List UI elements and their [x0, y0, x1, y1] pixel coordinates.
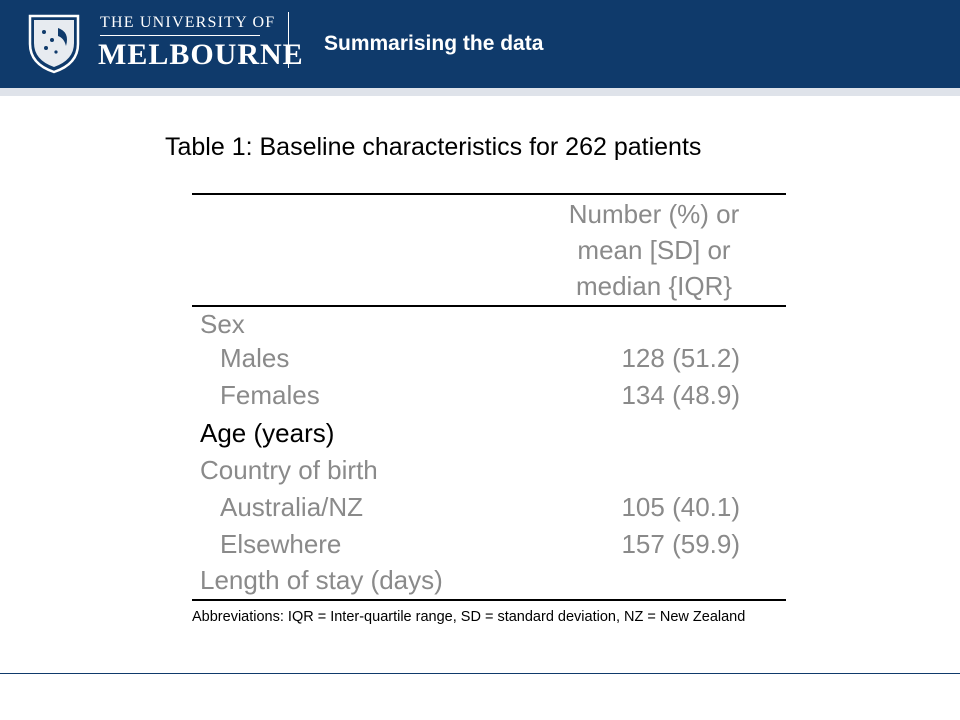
table-row: Age (years): [200, 418, 760, 455]
column-header-line: mean [SD] or: [577, 235, 731, 265]
header-separator: [288, 12, 289, 68]
header-banner: THE UNIVERSITY OF MELBOURNE Summarising …: [0, 0, 960, 88]
row-label: Length of stay (days): [200, 565, 443, 595]
row-value: 134 (48.9): [621, 380, 740, 410]
row-label: Country of birth: [200, 455, 378, 485]
table-bottom-rule: [192, 599, 786, 601]
table-row: Length of stay (days): [200, 565, 760, 602]
logo-text-main: MELBOURNE: [98, 38, 304, 71]
table-row: Sex: [200, 309, 760, 346]
table-top-rule: [192, 193, 786, 195]
footer-rule: [0, 673, 960, 674]
logo-text-top: THE UNIVERSITY OF: [100, 14, 276, 31]
row-label: Males: [220, 343, 290, 373]
table-title: Table 1: Baseline characteristics for 26…: [165, 133, 702, 161]
logo-divider: [100, 35, 260, 36]
row-label: Elsewhere: [220, 529, 342, 559]
row-value: 157 (59.9): [621, 529, 740, 559]
row-value: 105 (40.1): [621, 492, 740, 522]
row-label: Sex: [200, 309, 245, 339]
header-underline: [0, 88, 960, 96]
table-row: Males 128 (51.2): [200, 343, 760, 380]
table-footnote: Abbreviations: IQR = Inter-quartile rang…: [192, 609, 746, 625]
column-header-line: Number (%) or: [568, 199, 740, 229]
university-crest-icon: [28, 14, 80, 74]
table-row: Elsewhere 157 (59.9): [200, 529, 760, 566]
column-header: Number (%) or mean [SD] or median {IQR}: [522, 196, 786, 304]
table-row: Country of birth: [200, 455, 760, 492]
row-label: Age (years): [200, 418, 335, 448]
table-row: Females 134 (48.9): [200, 380, 760, 417]
table-row: Australia/NZ 105 (40.1): [200, 492, 760, 529]
row-value: 128 (51.2): [621, 343, 740, 373]
column-header-line: median {IQR}: [575, 271, 733, 301]
row-label: Females: [220, 380, 320, 410]
table-header-rule: [192, 305, 786, 307]
page-title: Summarising the data: [324, 32, 544, 55]
row-label: Australia/NZ: [220, 492, 364, 522]
